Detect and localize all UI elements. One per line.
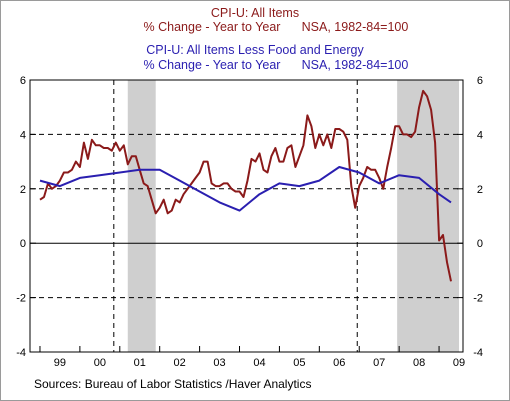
x-axis: 99 00 01 02 03 04 05 06 07 08 09 — [39, 346, 465, 369]
y-tick-label-left-5: 6 — [20, 75, 26, 87]
x-tick-label-6: 05 — [293, 357, 305, 369]
x-tick-label-8: 07 — [373, 357, 385, 369]
x-tick-label-7: 06 — [333, 357, 345, 369]
y-tick-label-left-3: 2 — [20, 184, 26, 196]
x-tick-label-1: 00 — [94, 357, 106, 369]
plot-area-border — [29, 79, 464, 353]
x-tick-label-5: 04 — [253, 357, 265, 369]
x-tick-label-0: 99 — [54, 357, 66, 369]
legend-red-title: CPI-U: All Items — [211, 6, 299, 20]
y-tick-label-right-4: 4 — [477, 129, 483, 141]
y-axis-left: -4 -2 0 2 4 6 — [16, 75, 36, 359]
y-tick-label-left-4: 4 — [20, 129, 26, 141]
legend-blue-title: CPI-U: All Items Less Food and Energy — [146, 43, 364, 57]
y-tick-label-right-3: 2 — [477, 184, 483, 196]
y-axis-right: -4 -2 0 2 4 6 — [457, 75, 483, 359]
x-tick-label-2: 01 — [134, 357, 146, 369]
series-line-0 — [39, 89, 452, 282]
recession-shading — [127, 80, 460, 352]
recession-band-1 — [397, 80, 460, 352]
legend: CPI-U: All Items % Change - Year to Year… — [144, 6, 409, 72]
recession-band-0 — [127, 80, 156, 352]
x-tick-label-3: 02 — [174, 357, 186, 369]
y-tick-label-left-1: -2 — [16, 293, 26, 305]
y-tick-label-left-2: 0 — [20, 238, 26, 250]
x-tick-label-10: 09 — [453, 357, 465, 369]
y-tick-label-right-2: 0 — [477, 238, 483, 250]
series-lines — [39, 89, 452, 282]
y-tick-label-right-5: 6 — [477, 75, 483, 87]
source-note: Sources: Bureau of Labor Statistics /Hav… — [34, 377, 311, 391]
legend-blue-basis: NSA, 1982-84=100 — [302, 58, 409, 72]
legend-blue-subtitle: % Change - Year to Year — [144, 58, 281, 72]
y-tick-label-left-0: -4 — [16, 347, 26, 359]
y-tick-label-right-0: -4 — [473, 347, 483, 359]
series-line-1 — [39, 166, 452, 212]
legend-red-basis: NSA, 1982-84=100 — [302, 20, 409, 34]
x-tick-label-9: 08 — [413, 357, 425, 369]
x-tick-label-4: 03 — [213, 357, 225, 369]
legend-red-subtitle: % Change - Year to Year — [144, 20, 281, 34]
y-tick-label-right-1: -2 — [473, 293, 483, 305]
